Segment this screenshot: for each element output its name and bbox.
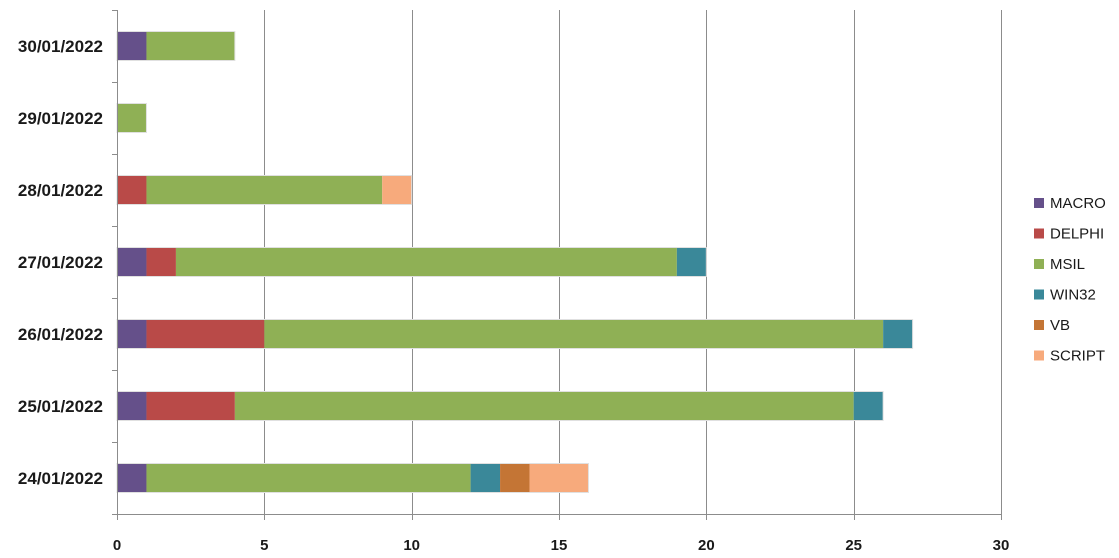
bar-segment-vb — [500, 463, 530, 493]
legend: MACRO DELPHI MSIL WIN32 VB SCRIPT — [1034, 195, 1106, 365]
legend-swatch-script — [1034, 350, 1044, 361]
legend-label-delphi: DELPHI — [1050, 226, 1104, 243]
category-label: 26/01/2022 — [18, 325, 103, 344]
category-labels: 30/01/2022 29/01/2022 28/01/2022 27/01/2022… — [18, 37, 103, 488]
bar-segment-msil — [146, 31, 235, 61]
legend-label-vb: VB — [1050, 317, 1070, 334]
bar-segment-win32 — [676, 247, 707, 277]
bar-segment-msil — [146, 463, 471, 493]
x-tick-label: 30 — [993, 537, 1010, 554]
bar-segment-macro — [117, 391, 147, 421]
legend-swatch-win32 — [1034, 289, 1044, 300]
x-tick-label: 0 — [113, 537, 121, 554]
bar-segment-macro — [117, 31, 147, 61]
bar-segment-delphi — [117, 175, 147, 205]
category-label: 28/01/2022 — [18, 181, 103, 200]
bar-segment-msil — [117, 103, 147, 133]
category-label: 25/01/2022 — [18, 397, 103, 416]
bar-segment-macro — [117, 247, 147, 277]
bars — [116, 31, 914, 493]
bar-segment-msil — [146, 175, 383, 205]
axes — [112, 10, 1002, 520]
bar-segment-win32 — [853, 391, 884, 421]
bar-segment-macro — [117, 463, 147, 493]
bar-segment-win32 — [470, 463, 501, 493]
legend-swatch-delphi — [1034, 228, 1044, 239]
bar-segment-delphi — [146, 247, 176, 277]
category-label: 30/01/2022 — [18, 37, 103, 56]
category-label: 29/01/2022 — [18, 109, 103, 128]
x-tick-label: 25 — [845, 537, 862, 554]
legend-label-msil: MSIL — [1050, 256, 1085, 273]
legend-label-macro: MACRO — [1050, 195, 1106, 212]
bar-segment-msil — [234, 391, 854, 421]
bar-segment-script — [529, 463, 589, 493]
x-tick-label: 15 — [551, 537, 568, 554]
legend-label-script: SCRIPT — [1050, 348, 1105, 365]
bar-segment-msil — [264, 319, 884, 349]
category-label: 27/01/2022 — [18, 253, 103, 272]
bar-segment-script — [382, 175, 412, 205]
bar-segment-delphi — [146, 319, 265, 349]
category-label: 24/01/2022 — [18, 469, 103, 488]
legend-swatch-macro — [1034, 198, 1044, 208]
bar-segment-win32 — [883, 319, 913, 349]
x-tick-label: 20 — [698, 537, 715, 554]
bar-segment-macro — [117, 319, 147, 349]
legend-swatch-msil — [1034, 259, 1044, 269]
bar-segment-msil — [175, 247, 677, 277]
bar-segment-delphi — [146, 391, 235, 421]
x-tick-label: 10 — [403, 537, 420, 554]
x-tick-label: 5 — [260, 537, 268, 554]
x-tick-labels: 0 5 10 15 20 25 30 — [113, 537, 1010, 554]
legend-swatch-vb — [1034, 320, 1044, 330]
legend-label-win32: WIN32 — [1050, 287, 1096, 304]
